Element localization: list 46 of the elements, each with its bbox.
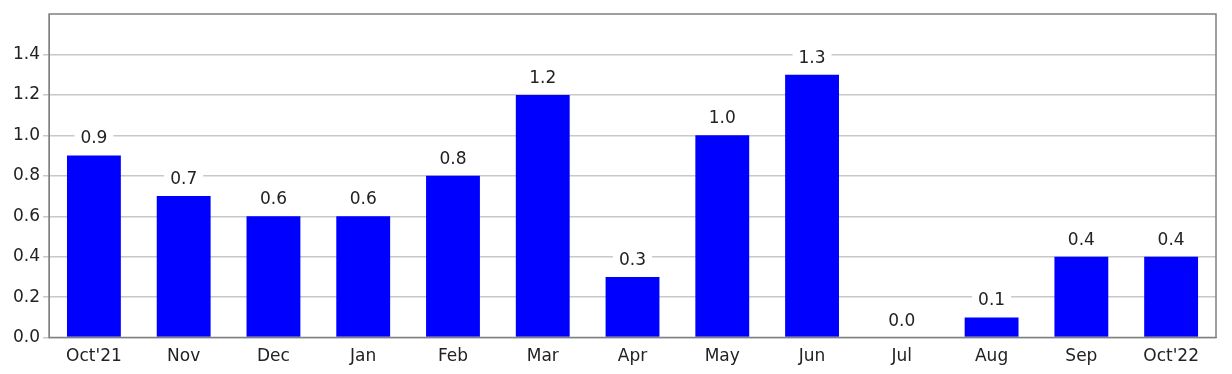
bar (515, 94, 570, 337)
y-tick-label: 0.0 (12, 326, 41, 347)
bar (695, 135, 750, 337)
y-tick-label: 0.8 (12, 164, 41, 185)
data-label: 0.4 (1157, 228, 1185, 249)
data-label: 0.4 (1067, 228, 1095, 249)
data-label: 0.6 (349, 188, 377, 209)
y-tick-label: 1.2 (12, 83, 41, 104)
x-tick-label: Oct'21 (66, 345, 122, 366)
x-tick-label: Feb (437, 345, 469, 366)
y-tick-label: 0.2 (12, 285, 41, 306)
bar (785, 74, 839, 337)
bar (1144, 256, 1199, 337)
data-label: 0.1 (978, 289, 1006, 310)
x-tick-label: Jan (349, 345, 377, 366)
data-label: 0.0 (888, 309, 916, 330)
bar (964, 317, 1019, 337)
x-tick-label: Mar (526, 345, 559, 366)
x-tick-label: Oct'22 (1143, 345, 1199, 366)
y-tick-label: 0.6 (12, 204, 41, 225)
x-tick-label: Nov (167, 345, 201, 366)
x-tick-label: Dec (257, 345, 290, 366)
data-label: 1.3 (798, 46, 826, 67)
bar (156, 196, 211, 337)
x-tick-label: May (704, 345, 740, 366)
y-tick-label: 1.0 (12, 123, 41, 144)
data-label: 0.8 (439, 147, 467, 168)
x-tick-label: Aug (974, 345, 1009, 366)
x-tick-label: Jun (797, 345, 826, 366)
bar (66, 155, 121, 337)
bar (246, 216, 301, 337)
y-tick-label: 0.4 (12, 245, 41, 266)
data-label: 1.0 (708, 107, 736, 128)
data-label: 0.9 (80, 127, 108, 148)
bar (1054, 256, 1109, 337)
x-tick-label: Sep (1065, 345, 1098, 366)
data-label: 0.3 (618, 248, 647, 269)
bar (605, 276, 660, 337)
data-label: 1.2 (529, 66, 557, 87)
bar (426, 175, 480, 337)
y-tick-label: 1.4 (12, 42, 41, 63)
x-tick-label: Jul (890, 345, 913, 366)
data-label: 0.6 (259, 188, 287, 209)
data-label: 0.7 (170, 167, 198, 188)
x-tick-label: Apr (617, 345, 648, 366)
bar (336, 216, 391, 337)
